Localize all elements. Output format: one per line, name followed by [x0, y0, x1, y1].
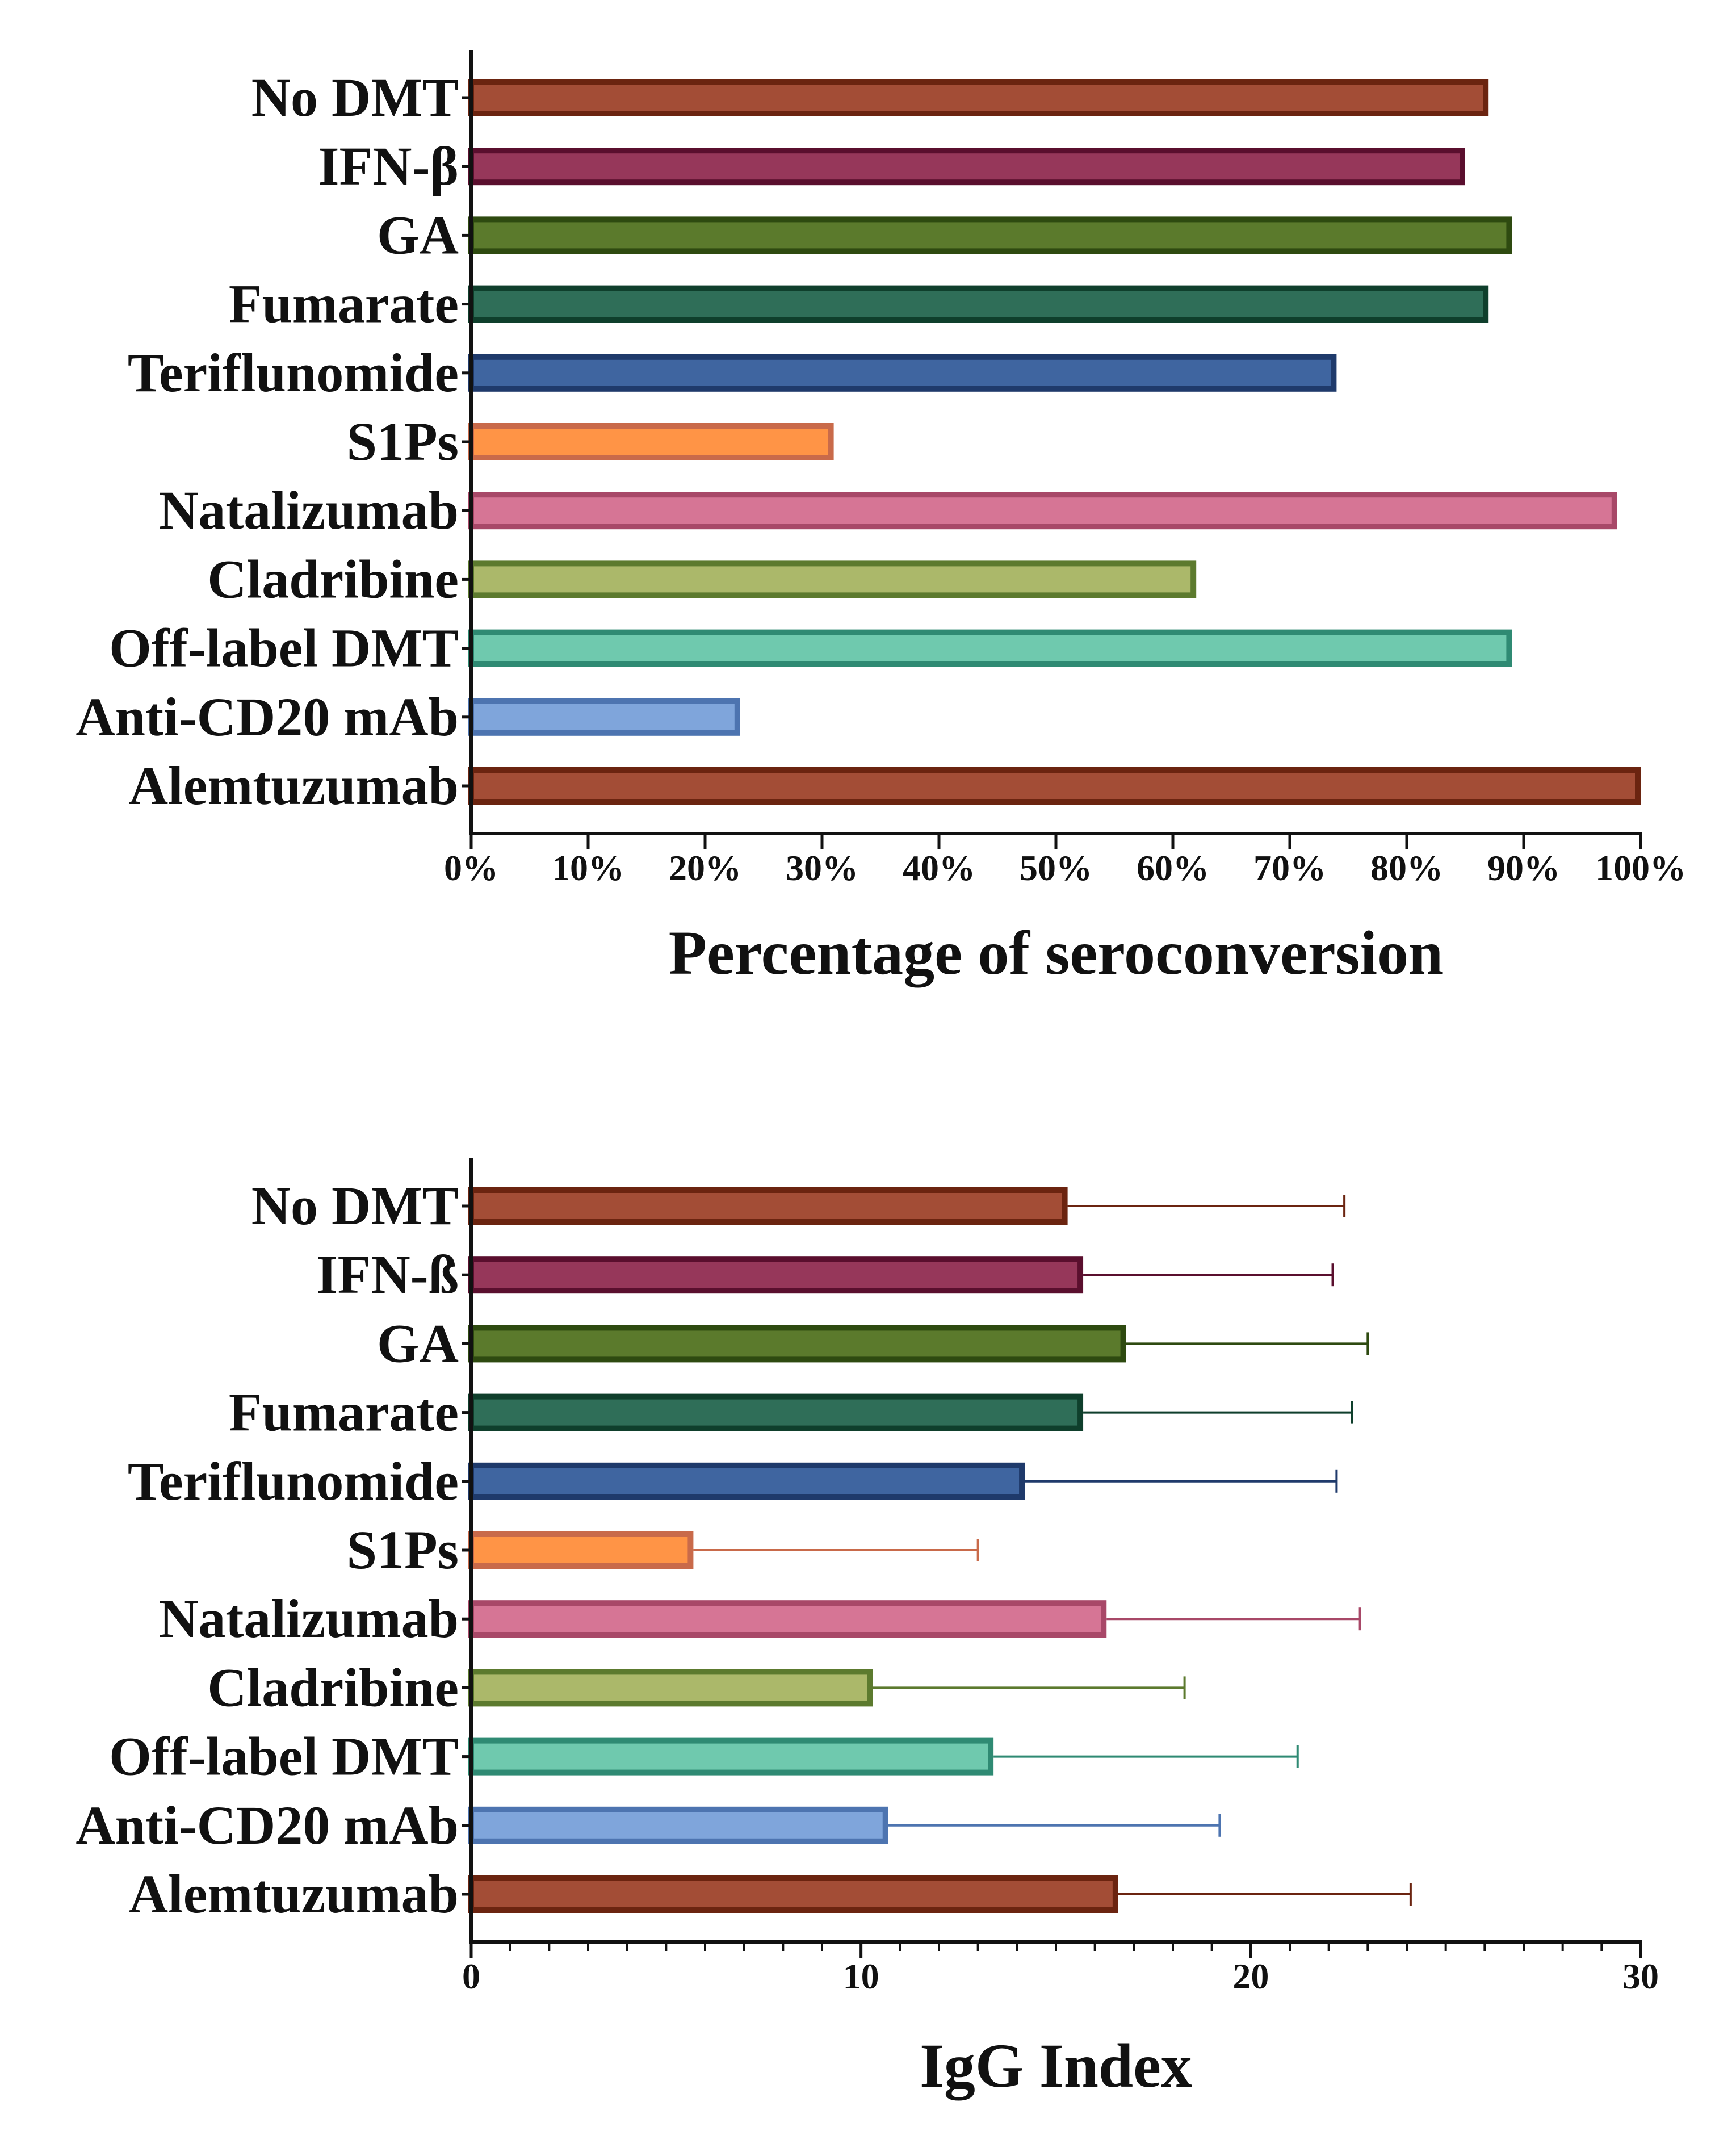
- bar: [468, 1256, 1084, 1294]
- category-label: Cladribine: [207, 1657, 459, 1718]
- x-tick-label: 20%: [669, 848, 741, 888]
- x-tick-label: 30%: [786, 848, 858, 888]
- bar: [468, 1875, 1118, 1913]
- x-tick-label: 100%: [1595, 848, 1686, 888]
- igg-index-chart: No DMT IFN-ß GA Fumarate Teriflunomide S1Ps Na…: [76, 1158, 1659, 2100]
- bar: [468, 1806, 888, 1844]
- category-label: IFN-β: [318, 136, 459, 196]
- category-label: No DMT: [251, 1175, 459, 1236]
- category-label: No DMT: [251, 67, 459, 128]
- x-tick-label: 10%: [552, 848, 624, 888]
- bar: [468, 1737, 994, 1776]
- category-label: Natalizumab: [159, 1588, 459, 1649]
- category-label: Anti-CD20 mAb: [76, 1795, 459, 1856]
- category-label: S1Ps: [347, 411, 459, 472]
- bar: [468, 423, 834, 460]
- x-tick-label: 40%: [903, 848, 975, 888]
- category-label: Teriflunomide: [128, 1451, 459, 1512]
- seroconversion-chart: No DMT IFN-β GA Fumarate Teriflunomide S1Ps Na…: [76, 50, 1686, 987]
- x-tick-label: 10: [843, 1956, 879, 1996]
- x-tick-label: 60%: [1137, 848, 1209, 888]
- x-axis-title: Percentage of seroconversion: [669, 918, 1443, 987]
- bar: [468, 1462, 1025, 1500]
- x-axis-title: IgG Index: [920, 2031, 1192, 2100]
- category-label: IFN-ß: [316, 1244, 459, 1305]
- x-tick-label: 30: [1622, 1956, 1659, 1996]
- x-tick-label: 0: [462, 1956, 480, 1996]
- bar: [468, 492, 1617, 530]
- category-label: Off-label DMT: [109, 618, 459, 679]
- x-tick-label: 80%: [1370, 848, 1443, 888]
- category-label: Off-label DMT: [109, 1726, 459, 1787]
- category-label: GA: [377, 1313, 459, 1374]
- bar: [468, 1669, 873, 1707]
- x-tick-label: 20: [1232, 1956, 1269, 1996]
- bar: [468, 560, 1197, 598]
- bar: [468, 148, 1465, 186]
- x-tick-label: 90%: [1487, 848, 1560, 888]
- bar: [468, 1600, 1107, 1638]
- bar: [468, 216, 1512, 254]
- category-label: Natalizumab: [159, 480, 459, 541]
- x-tick-label: 70%: [1253, 848, 1326, 888]
- category-label: Cladribine: [207, 549, 459, 609]
- category-label: Teriflunomide: [128, 342, 459, 403]
- category-label: S1Ps: [347, 1519, 459, 1580]
- x-tick-label: 0%: [444, 848, 498, 888]
- category-label: Alemtuzumab: [129, 1864, 459, 1924]
- bar: [468, 354, 1337, 392]
- x-tick-label: 50%: [1020, 848, 1092, 888]
- bar: [468, 1325, 1126, 1363]
- category-label: Anti-CD20 mAb: [76, 686, 459, 747]
- bar: [468, 1531, 694, 1569]
- bar: [468, 285, 1489, 323]
- category-label: Fumarate: [229, 1382, 459, 1443]
- bar: [468, 698, 740, 736]
- bar: [468, 629, 1512, 667]
- category-label: Alemtuzumab: [129, 755, 459, 816]
- bar: [468, 1187, 1068, 1225]
- bar: [468, 767, 1641, 805]
- bar: [468, 79, 1489, 116]
- bar: [468, 1393, 1084, 1431]
- category-label: Fumarate: [229, 274, 459, 334]
- category-label: GA: [377, 204, 459, 265]
